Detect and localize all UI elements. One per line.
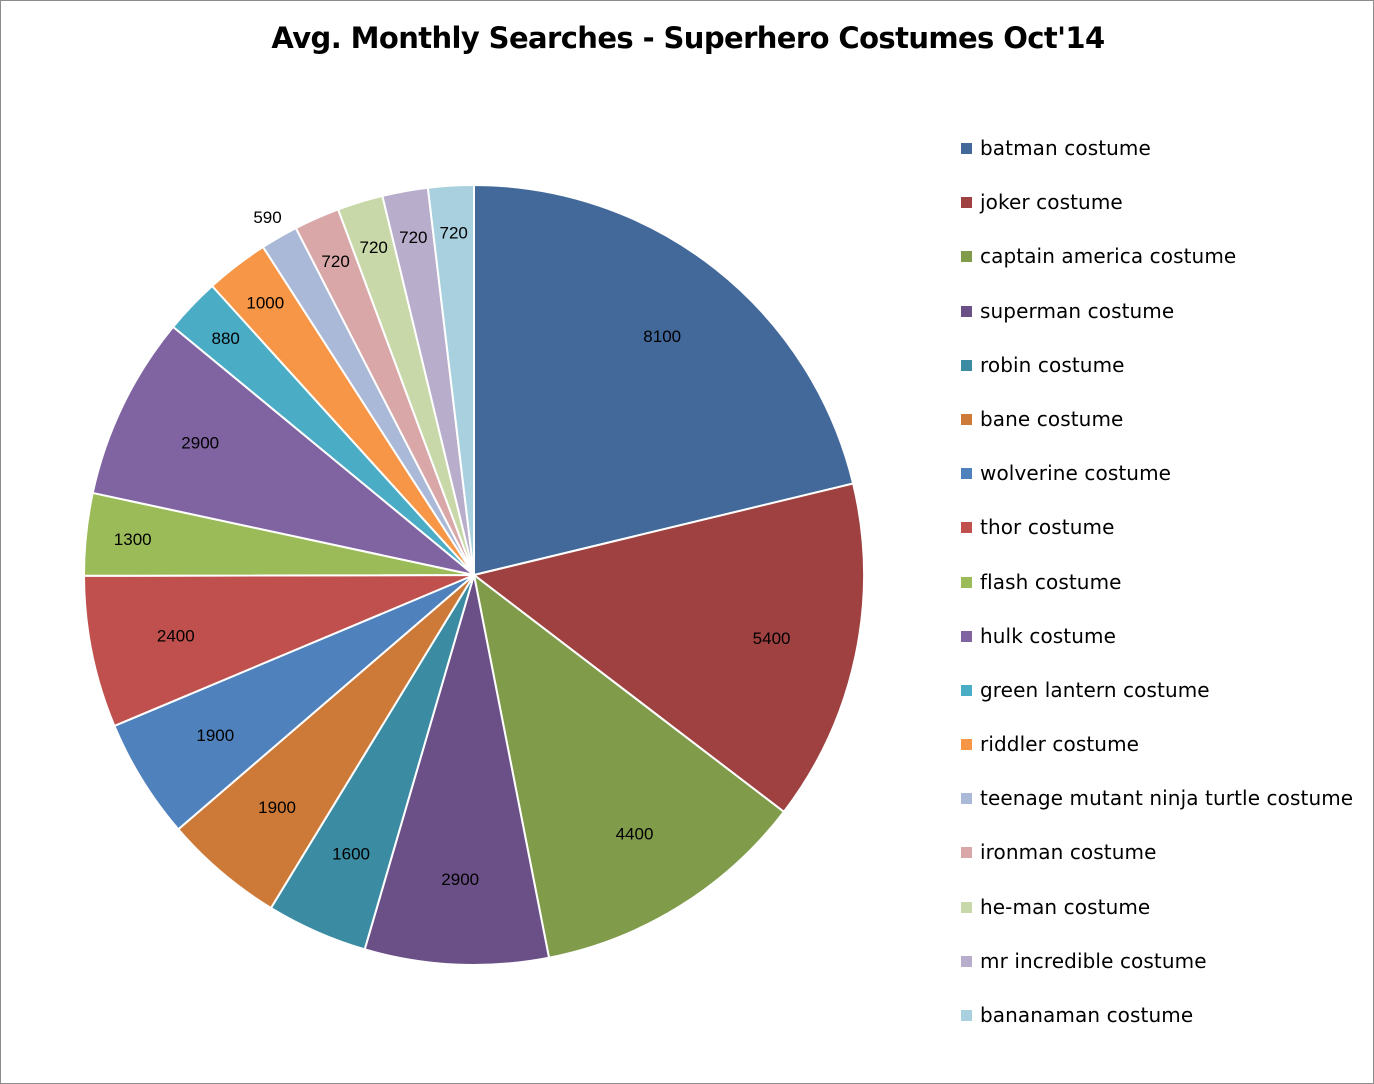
data-label-he-man-costume: 720 (360, 238, 388, 257)
data-label-bananaman-costume: 720 (440, 223, 468, 242)
legend-swatch (961, 143, 972, 154)
legend-item: captain america costume (961, 240, 1371, 294)
legend-swatch (961, 739, 972, 751)
legend-label: ironman costume (980, 840, 1157, 865)
legend-label: captain america costume (980, 244, 1237, 269)
legend-swatch (961, 522, 972, 534)
data-label-green-lantern-costume: 880 (212, 329, 240, 348)
legend-item: thor costume (961, 511, 1371, 565)
legend-label: joker costume (980, 190, 1123, 215)
legend-label: he-man costume (980, 894, 1151, 919)
legend-swatch (961, 468, 972, 480)
data-label-flash-costume: 1300 (114, 530, 152, 549)
pie-slice-captain-america-costume (472, 572, 786, 959)
legend-item: he-man costume (961, 891, 1371, 945)
legend-label: wolverine costume (980, 461, 1172, 486)
legend-label: superman costume (980, 298, 1175, 323)
legend-swatch (961, 1010, 972, 1021)
pie-slice-batman-costume (473, 183, 855, 577)
legend-item: ironman costume (961, 836, 1371, 890)
legend: batman costume joker costume captain ameri… (961, 132, 1371, 1053)
legend-label: batman costume (980, 136, 1151, 160)
legend-swatch (961, 197, 972, 209)
legend-swatch (961, 251, 972, 263)
data-label-captain-america-costume: 4400 (616, 824, 654, 843)
pie-slice-joker-costume (471, 482, 865, 814)
legend-item: robin costume (961, 349, 1371, 403)
legend-item: batman costume (961, 132, 1371, 186)
legend-label: bane costume (980, 406, 1124, 431)
pie-slice-bananaman-costume (426, 183, 475, 576)
data-label-batman-costume: 8100 (643, 327, 681, 346)
legend-item: wolverine costume (961, 457, 1371, 511)
legend-label: mr incredible costume (980, 948, 1207, 973)
legend-item: riddler costume (961, 728, 1371, 782)
data-label-bane-costume: 1900 (258, 798, 296, 817)
legend-label: flash costume (980, 569, 1122, 594)
pie-slice-thor-costume (82, 574, 475, 728)
legend-label: teenage mutant ninja turtle costume (980, 786, 1354, 811)
legend-swatch (961, 901, 972, 913)
legend-item: hulk costume (961, 620, 1371, 674)
data-label-wolverine-costume: 1900 (196, 726, 234, 745)
data-label-riddler-costume: 1000 (246, 294, 284, 313)
pie-data-labels: 8100 5400 4400 2900 1600 1900 1900 2400 1300 2900… (114, 208, 791, 889)
chart-title: Avg. Monthly Searches - Superhero Costum… (271, 21, 1105, 55)
data-label-teenage-mutant-ninja-turtle-costume: 590 (253, 208, 281, 227)
legend-swatch (961, 359, 972, 371)
legend-item: green lantern costume (961, 674, 1371, 728)
legend-item: teenage mutant ninja turtle costume (961, 782, 1371, 836)
pie-slice-hulk-costume (91, 325, 475, 576)
data-label-mr-incredible-costume: 720 (399, 228, 427, 247)
legend-swatch (961, 630, 972, 642)
legend-item: bananaman costume (961, 999, 1371, 1053)
data-label-thor-costume: 2400 (157, 626, 195, 645)
legend-item: flash costume (961, 566, 1371, 620)
legend-item: mr incredible costume (961, 945, 1371, 999)
legend-label: robin costume (980, 352, 1125, 377)
pie-slice-superman-costume (363, 574, 551, 966)
legend-swatch (961, 847, 972, 859)
legend-item: bane costume (961, 403, 1371, 457)
legend-label: bananaman costume (980, 1003, 1194, 1027)
legend-swatch (961, 684, 972, 696)
legend-item: superman costume (961, 295, 1371, 349)
legend-swatch (961, 955, 972, 967)
legend-label: green lantern costume (980, 677, 1210, 702)
pie-slices (82, 183, 865, 966)
legend-label: thor costume (980, 515, 1115, 540)
data-label-joker-costume: 5400 (753, 629, 791, 648)
legend-swatch (961, 413, 972, 425)
legend-label: riddler costume (980, 732, 1140, 757)
legend-label: hulk costume (980, 623, 1117, 648)
legend-swatch (961, 305, 972, 317)
legend-swatch (961, 576, 972, 588)
legend-swatch (961, 793, 972, 805)
legend-item: joker costume (961, 186, 1371, 240)
data-label-hulk-costume: 2900 (181, 433, 219, 452)
data-label-ironman-costume: 720 (321, 252, 349, 271)
data-label-robin-costume: 1600 (332, 844, 370, 863)
data-label-superman-costume: 2900 (441, 870, 479, 889)
